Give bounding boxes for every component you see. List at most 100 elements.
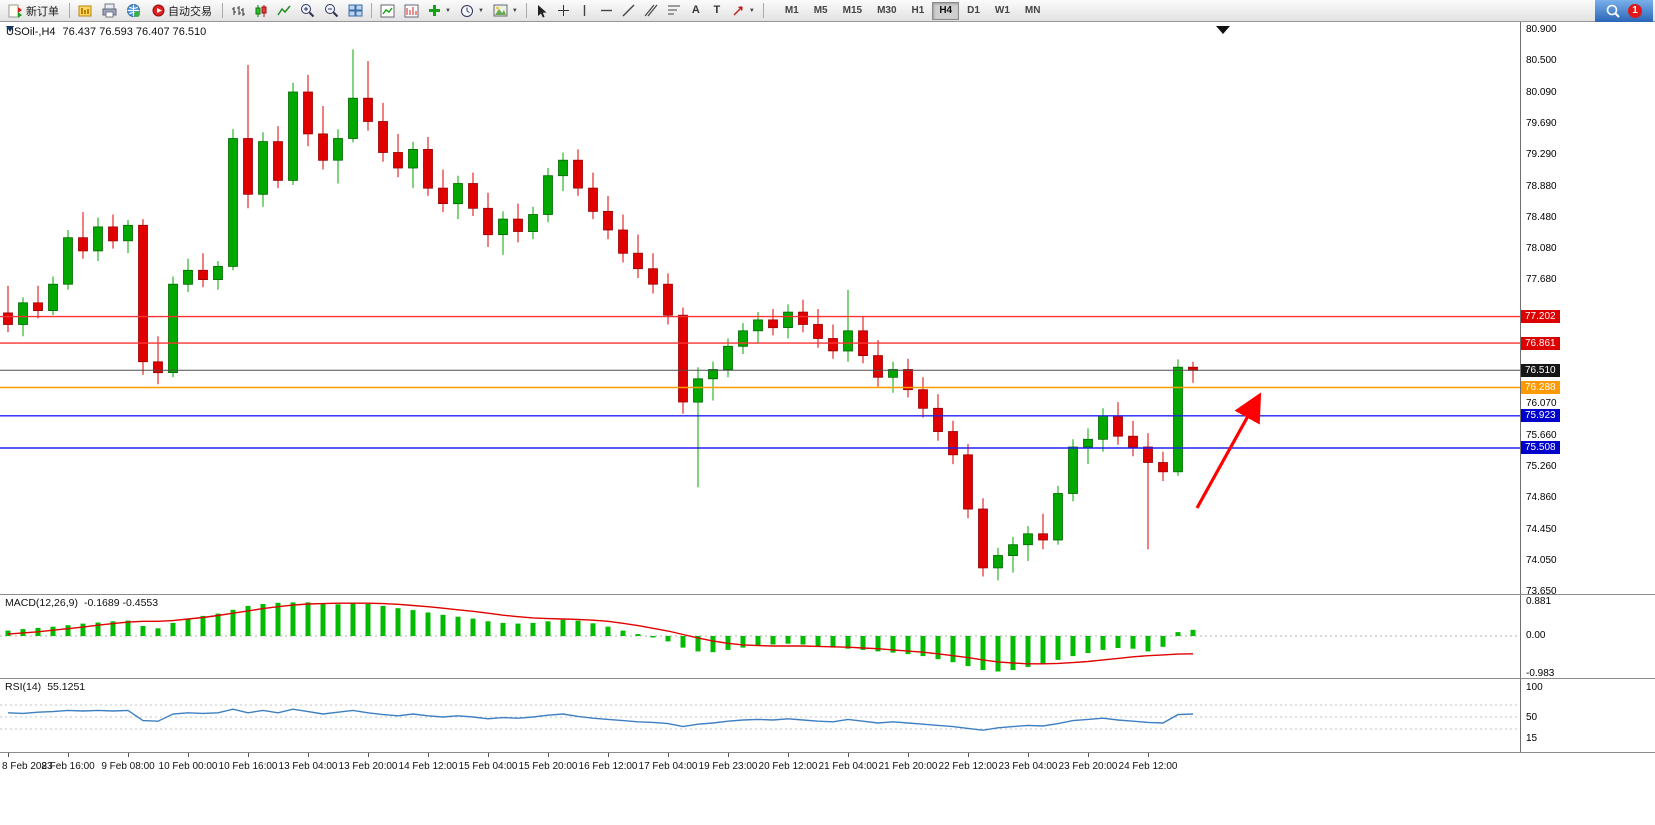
channel-icon (644, 4, 658, 17)
time-axis-label: 21 Feb 20:00 (878, 761, 938, 772)
new-order-button[interactable]: 新订单 (2, 1, 65, 21)
chart-files-icon (78, 5, 92, 17)
timeframe-button-w1[interactable]: W1 (988, 2, 1017, 20)
rsi-header: RSI(14) 55.1251 (5, 681, 85, 693)
rsi-chart-canvas[interactable] (0, 679, 1655, 753)
timeframe-button-h1[interactable]: H1 (905, 2, 932, 20)
template-icon (493, 4, 508, 17)
timeframe-button-mn[interactable]: MN (1018, 2, 1048, 20)
price-line-badge: 75.508 (1521, 441, 1560, 455)
time-tick (188, 753, 189, 757)
price-axis-label: 75.660 (1526, 430, 1557, 442)
time-axis-label: 19 Feb 23:00 (698, 761, 758, 772)
text-tool-button[interactable]: A (686, 1, 706, 21)
time-tick (668, 753, 669, 757)
cursor-icon (537, 4, 547, 17)
price-chart-panel: USOil-,H4 76.437 76.593 76.407 76.510 80… (0, 22, 1655, 595)
arrows-tool-button[interactable]: ▼ (728, 1, 759, 21)
price-axis-label: 73.650 (1526, 585, 1557, 595)
fibonacci-tool-button[interactable] (663, 1, 685, 21)
macd-axis-label: 0.881 (1526, 595, 1552, 607)
horizontal-line-tool-button[interactable] (596, 1, 617, 21)
toolbar-separator (371, 3, 372, 18)
cursor-tool-button[interactable] (531, 1, 552, 21)
search-icon[interactable] (1606, 4, 1620, 18)
trendline-icon (622, 4, 635, 17)
label-tool-icon: T (713, 4, 721, 16)
notification-badge[interactable]: 1 (1628, 3, 1642, 18)
timeframe-button-m15[interactable]: M15 (836, 2, 869, 20)
charts-button[interactable] (74, 1, 97, 21)
time-axis-label: 10 Feb 16:00 (218, 761, 278, 772)
timeframe-buttons: M1 M5 M15 M30 H1 H4 D1 W1 MN (778, 1, 1048, 20)
zoom-in-button[interactable] (296, 1, 319, 21)
crosshair-tool-button[interactable] (553, 1, 574, 21)
new-chart-window-button[interactable] (376, 1, 399, 21)
time-axis-label: 23 Feb 04:00 (998, 761, 1058, 772)
price-axis-label: 79.690 (1526, 117, 1557, 129)
bar-chart-mode-button[interactable] (227, 1, 249, 21)
price-line-badge: 76.861 (1521, 336, 1560, 350)
toolbar: 新订单 自动交易 (0, 0, 1655, 22)
vertical-line-tool-button[interactable] (575, 1, 595, 21)
time-tick (368, 753, 369, 757)
indicator-window-icon (404, 4, 419, 17)
refresh-button[interactable] (122, 1, 145, 21)
timeframe-button-m1[interactable]: M1 (778, 2, 806, 20)
add-indicator-icon (429, 5, 440, 16)
time-tick (248, 753, 249, 757)
trendline-tool-button[interactable] (618, 1, 639, 21)
time-axis-label: 10 Feb 00:00 (158, 761, 218, 772)
price-axis-label: 78.880 (1526, 180, 1557, 192)
time-axis-label: 17 Feb 04:00 (638, 761, 698, 772)
price-axis-label: 78.080 (1526, 242, 1557, 254)
vertical-line-icon (584, 5, 586, 16)
toolbar-separator (222, 3, 223, 18)
time-tick (728, 753, 729, 757)
time-tick (1088, 753, 1089, 757)
time-axis[interactable]: 8 Feb 2023 8 Feb 16:00 9 Feb 08:00 10 Feb 0… (0, 753, 1655, 779)
time-axis-label: 21 Feb 04:00 (818, 761, 878, 772)
chevron-down-icon: ▼ (477, 7, 484, 14)
profiles-button[interactable] (98, 1, 121, 21)
timeframe-button-m30[interactable]: M30 (870, 2, 903, 20)
time-tick (608, 753, 609, 757)
price-axis-label: 80.090 (1526, 86, 1557, 98)
label-tool-button[interactable]: T (707, 1, 727, 21)
add-indicator-button[interactable]: ▼ (424, 1, 455, 21)
timeframe-button-h4[interactable]: H4 (932, 1, 960, 20)
time-tick (308, 753, 309, 757)
channel-tool-button[interactable] (640, 1, 662, 21)
macd-chart-canvas[interactable] (0, 595, 1655, 679)
time-tick (968, 753, 969, 757)
tile-windows-button[interactable] (344, 1, 367, 21)
time-tick (788, 753, 789, 757)
bar-chart-icon (232, 5, 245, 16)
price-line-badge: 75.923 (1521, 409, 1560, 423)
period-button[interactable]: ▼ (456, 1, 488, 21)
autotrade-label: 自动交易 (168, 5, 212, 18)
timeframe-button-m5[interactable]: M5 (807, 2, 835, 20)
candlestick-mode-button[interactable] (250, 1, 272, 21)
price-axis-label: 80.900 (1526, 23, 1557, 35)
time-tick (68, 753, 69, 757)
templates-button[interactable]: ▼ (489, 1, 522, 21)
notification-count: 1 (1632, 5, 1638, 16)
rsi-name: RSI(14) (5, 681, 42, 693)
line-chart-mode-button[interactable] (273, 1, 295, 21)
price-axis-label: 74.050 (1526, 554, 1557, 566)
printer-icon (102, 3, 117, 18)
clock-icon (460, 4, 473, 17)
fibonacci-icon (667, 5, 680, 15)
timeframe-button-d1[interactable]: D1 (960, 2, 987, 20)
zoom-out-button[interactable] (320, 1, 343, 21)
autotrade-button[interactable]: 自动交易 (146, 1, 218, 21)
zoom-in-icon (301, 4, 315, 18)
rsi-panel: RSI(14) 55.1251 100 50 15 (0, 679, 1655, 753)
indicator-window-button[interactable] (400, 1, 423, 21)
candlestick-chart-canvas[interactable] (0, 22, 1655, 595)
time-axis-label: 13 Feb 20:00 (338, 761, 398, 772)
price-axis-label: 76.070 (1526, 398, 1557, 410)
time-tick (488, 753, 489, 757)
chevron-down-icon: ▼ (445, 7, 451, 14)
